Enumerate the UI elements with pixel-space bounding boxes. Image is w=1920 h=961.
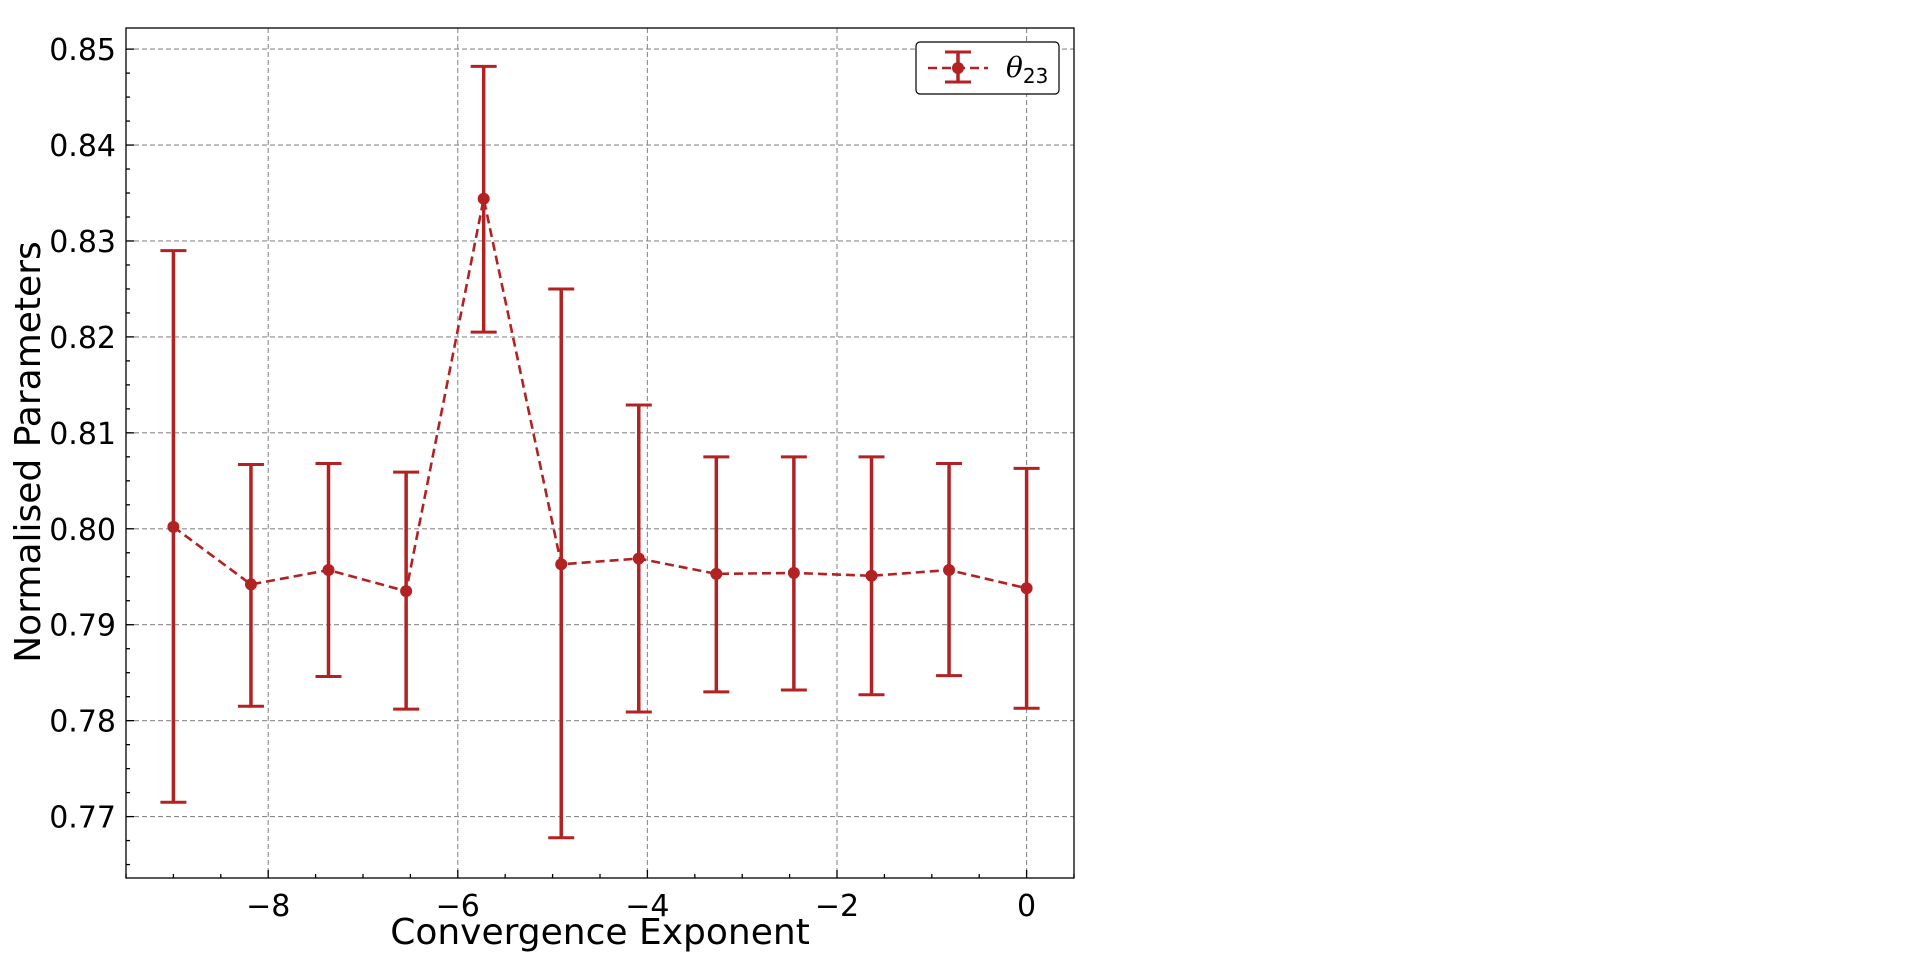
y-tick-label: 0.81 <box>49 417 116 452</box>
series-theta23 <box>160 64 1040 840</box>
y-tick-label: 0.78 <box>49 705 116 740</box>
x-tick-label: −8 <box>246 889 290 924</box>
grid <box>126 28 1074 878</box>
data-point <box>555 558 568 571</box>
x-tick-label: −2 <box>815 889 859 924</box>
x-tick-label: −4 <box>625 889 669 924</box>
data-point <box>632 552 645 565</box>
data-point <box>1020 582 1033 595</box>
legend: θ23 <box>915 41 1060 95</box>
series-line <box>172 198 1027 593</box>
data-point <box>865 569 878 582</box>
legend-label: θ23 <box>1006 51 1048 88</box>
legend-label-symbol: θ <box>1006 51 1023 84</box>
x-tick-label: 0 <box>1017 889 1036 924</box>
x-axis-label: Convergence Exponent <box>390 912 810 953</box>
axis-ticks <box>125 48 1075 878</box>
legend-marker <box>952 62 964 74</box>
y-tick-label: 0.85 <box>49 33 116 68</box>
axis-tick-labels: −8 −6 −4 −2 0 0.77 0.78 0.79 0.80 0.81 0.82 0.83 0.8… <box>49 33 1036 924</box>
data-point <box>710 567 723 580</box>
y-axis-label: Normalised Parameters <box>8 241 49 663</box>
data-point <box>167 520 180 533</box>
data-point <box>244 578 257 591</box>
y-tick-label: 0.82 <box>49 321 116 356</box>
data-point <box>477 192 490 205</box>
data-point <box>400 585 413 598</box>
legend-errorbar-icon <box>928 50 988 84</box>
y-tick-label: 0.80 <box>49 513 116 548</box>
y-tick-label: 0.83 <box>49 225 116 260</box>
y-tick-label: 0.77 <box>49 801 116 836</box>
legend-label-subscript: 23 <box>1023 64 1048 88</box>
data-point <box>787 566 800 579</box>
y-tick-label: 0.84 <box>49 129 116 164</box>
data-point <box>943 564 956 577</box>
y-tick-label: 0.79 <box>49 609 116 644</box>
x-tick-label: −6 <box>436 889 480 924</box>
data-point <box>322 564 335 577</box>
